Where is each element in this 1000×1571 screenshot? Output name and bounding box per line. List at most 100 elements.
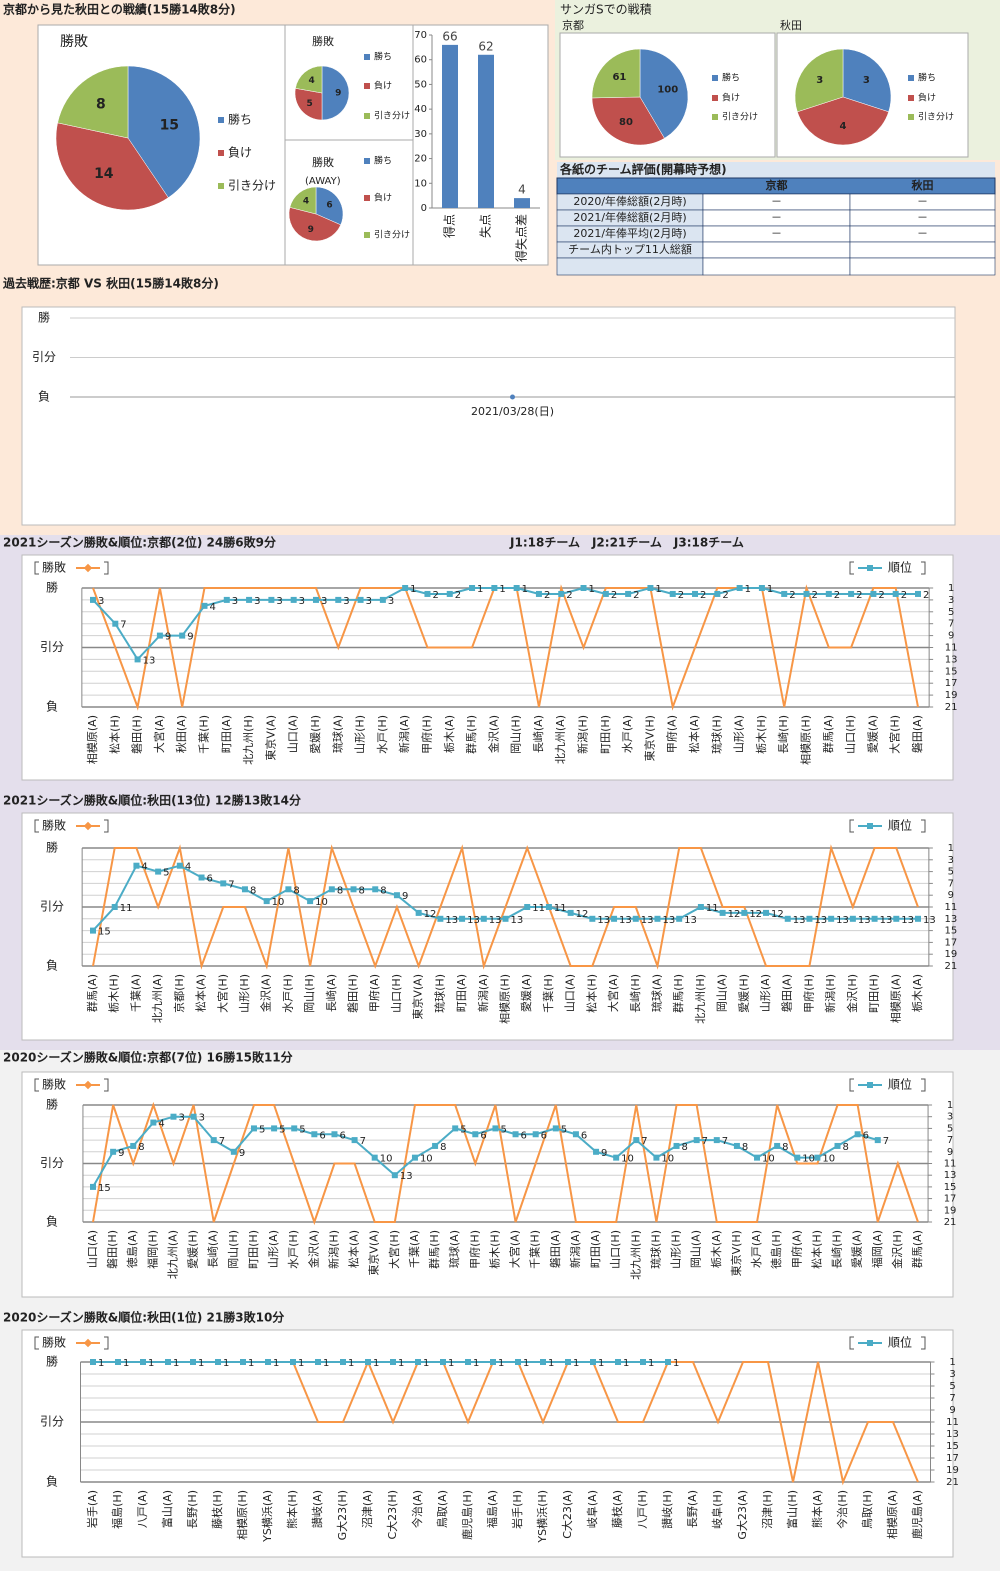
x-tick-label: 相模原(H) xyxy=(800,715,813,765)
pie-slice xyxy=(639,48,689,139)
data-marker xyxy=(155,868,162,875)
data-marker xyxy=(552,1125,559,1132)
data-marker xyxy=(150,1119,157,1126)
data-marker xyxy=(315,1359,321,1365)
x-tick-label: 千葉(A) xyxy=(407,1230,421,1268)
data-marker xyxy=(784,915,791,922)
y2-tick-label: 1 xyxy=(947,1100,953,1111)
x-tick-label: 松本(A) xyxy=(347,1230,361,1268)
x-tick-label: 失点 xyxy=(478,214,493,238)
data-marker xyxy=(459,915,466,922)
data-label: 1 xyxy=(498,1358,504,1369)
data-marker xyxy=(110,1148,117,1155)
legend-bracket xyxy=(921,819,926,833)
y2-tick-label: 15 xyxy=(944,1182,957,1193)
data-marker xyxy=(170,1113,177,1120)
x-tick-label: 松本(A) xyxy=(687,715,701,753)
bar xyxy=(514,198,530,208)
x-tick-label: 琉球(A) xyxy=(649,974,663,1012)
x-tick-label: 相模原(H) xyxy=(499,974,512,1024)
pie-slice xyxy=(321,65,350,121)
x-tick-label: 北九州(H) xyxy=(629,1230,642,1280)
x-tick-label: 大宮(H) xyxy=(888,715,902,754)
data-marker xyxy=(834,1142,841,1149)
x-tick-label: C大23(A) xyxy=(560,1490,574,1539)
x-tick-label: 東京V(H) xyxy=(642,715,656,761)
data-label: 13 xyxy=(619,915,632,926)
legend-swatch xyxy=(908,75,914,81)
data-marker xyxy=(714,590,721,597)
x-tick-label: 長野(H) xyxy=(186,1490,199,1529)
x-tick-label: 北九州(A) xyxy=(554,715,567,764)
data-marker xyxy=(415,1359,421,1365)
data-marker xyxy=(220,880,227,887)
y2-tick-label: 15 xyxy=(945,666,958,677)
data-marker xyxy=(613,1154,620,1161)
legend-label: 順位 xyxy=(888,1077,912,1092)
data-marker xyxy=(719,909,726,916)
data-marker xyxy=(223,596,230,603)
x-tick-label: 鳥取(A) xyxy=(435,1490,449,1528)
x-tick-label: 栃木(H) xyxy=(107,974,121,1013)
x-tick-label: 松本(H) xyxy=(584,974,598,1013)
data-label: 6 xyxy=(207,874,213,885)
x-tick-label: 東京V(A) xyxy=(367,1230,381,1276)
data-label: 12 xyxy=(749,909,762,920)
data-marker xyxy=(210,1137,217,1144)
x-tick-label: 甲府(H) xyxy=(801,974,815,1013)
pie-value-label: 15 xyxy=(160,117,179,133)
y-tick-label: 負 xyxy=(46,1215,58,1229)
data-marker xyxy=(653,1154,660,1161)
bar-value-label: 66 xyxy=(442,29,457,43)
y-tick-label: 50 xyxy=(414,79,427,90)
data-marker xyxy=(351,1137,358,1144)
legend-label: 引き分け xyxy=(918,112,954,123)
y2-tick-label: 7 xyxy=(947,1135,953,1146)
legend-label: 負け xyxy=(374,80,392,92)
x-tick-label: 千葉(H) xyxy=(541,974,555,1013)
x-tick-label: 磐田(H) xyxy=(105,1230,119,1269)
table-row-label: 2021/年俸総額(2月時) xyxy=(573,210,686,224)
data-marker xyxy=(893,915,900,922)
data-marker xyxy=(640,1359,646,1365)
x-tick-label: 岩手(A) xyxy=(85,1490,99,1528)
data-marker xyxy=(469,585,476,591)
data-marker xyxy=(515,1359,521,1365)
data-label: 12 xyxy=(424,909,437,920)
x-tick-label: 沼津(A) xyxy=(360,1490,374,1528)
legend-marker xyxy=(867,565,873,571)
x-tick-label: 鹿児島(H) xyxy=(460,1490,474,1540)
data-label: 1 xyxy=(410,584,416,595)
pie-slice xyxy=(315,186,344,226)
data-marker xyxy=(692,590,699,597)
y2-tick-label: 3 xyxy=(949,1369,955,1380)
x-tick-label: 新潟(A) xyxy=(476,974,490,1012)
x-tick-label: 琉球(H) xyxy=(432,974,446,1013)
data-label: 3 xyxy=(232,596,238,607)
x-tick-label: 八戸(H) xyxy=(636,1490,649,1529)
y2-tick-label: 11 xyxy=(945,643,958,654)
data-marker xyxy=(215,1359,221,1365)
data-marker xyxy=(465,1359,471,1365)
data-label: 4 xyxy=(141,862,147,873)
data-label: 5 xyxy=(279,1124,285,1135)
table-cell xyxy=(702,241,851,259)
x-tick-label: 岡山(A) xyxy=(716,974,729,1012)
x-tick-label: 磐田(H) xyxy=(346,974,360,1013)
legend-swatch xyxy=(218,150,224,156)
data-label: 1 xyxy=(148,1358,154,1369)
legend-label: 順位 xyxy=(888,560,912,575)
pie-value-label: 61 xyxy=(612,72,626,83)
x-tick-label: 千葉(A) xyxy=(128,974,142,1012)
data-marker xyxy=(241,886,248,893)
x-tick-label: 金沢(A) xyxy=(259,974,273,1012)
x-tick-label: 琉球(A) xyxy=(447,1230,461,1268)
table-cell-text: － xyxy=(917,195,928,208)
x-tick-label: 群馬(H) xyxy=(464,715,478,754)
y2-tick-label: 21 xyxy=(945,702,958,713)
legend-label: 引き分け xyxy=(228,179,276,193)
data-label: 2 xyxy=(834,590,840,601)
chart-title: 2021シーズン勝敗&順位:秋田(13位) 12勝13敗14分 xyxy=(3,793,301,808)
data-label: 10 xyxy=(661,1154,674,1165)
y-tick-label: 70 xyxy=(414,30,427,41)
